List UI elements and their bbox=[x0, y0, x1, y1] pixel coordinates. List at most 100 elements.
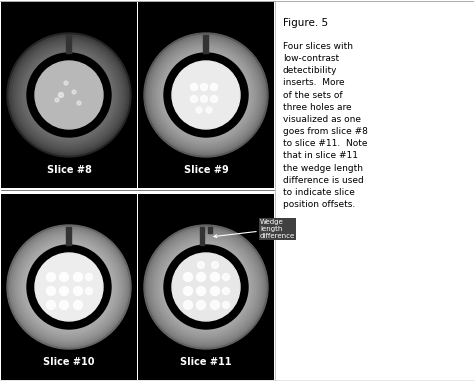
Circle shape bbox=[15, 41, 123, 149]
Circle shape bbox=[53, 271, 85, 304]
Circle shape bbox=[56, 83, 82, 107]
Circle shape bbox=[34, 60, 104, 130]
Circle shape bbox=[44, 70, 94, 120]
Circle shape bbox=[222, 301, 229, 309]
Circle shape bbox=[155, 43, 258, 147]
Circle shape bbox=[158, 48, 254, 142]
Circle shape bbox=[26, 51, 112, 138]
Circle shape bbox=[59, 85, 79, 105]
Circle shape bbox=[27, 53, 111, 137]
Circle shape bbox=[13, 231, 125, 343]
Circle shape bbox=[196, 277, 216, 297]
Circle shape bbox=[193, 275, 219, 299]
Circle shape bbox=[65, 91, 73, 99]
Circle shape bbox=[48, 74, 90, 116]
Circle shape bbox=[152, 233, 260, 341]
Circle shape bbox=[9, 35, 129, 155]
Circle shape bbox=[55, 272, 83, 301]
Circle shape bbox=[38, 256, 100, 318]
Circle shape bbox=[185, 266, 227, 308]
Circle shape bbox=[19, 237, 118, 336]
Circle shape bbox=[161, 50, 252, 141]
Circle shape bbox=[187, 268, 225, 306]
Circle shape bbox=[196, 107, 202, 113]
Bar bbox=[1, 2, 137, 188]
Text: Slice #9: Slice #9 bbox=[183, 165, 228, 175]
Circle shape bbox=[146, 35, 266, 155]
Circle shape bbox=[18, 235, 121, 339]
Circle shape bbox=[27, 246, 110, 328]
Circle shape bbox=[197, 287, 206, 296]
Circle shape bbox=[185, 74, 227, 116]
Circle shape bbox=[172, 253, 240, 321]
Circle shape bbox=[46, 287, 55, 296]
Bar bbox=[1, 194, 137, 380]
Circle shape bbox=[77, 101, 81, 105]
Circle shape bbox=[67, 93, 71, 97]
Text: Slice #11: Slice #11 bbox=[180, 357, 232, 367]
Circle shape bbox=[11, 37, 127, 153]
Circle shape bbox=[67, 285, 71, 289]
Circle shape bbox=[163, 243, 249, 330]
Circle shape bbox=[19, 45, 118, 145]
Circle shape bbox=[175, 64, 237, 126]
Circle shape bbox=[146, 227, 266, 347]
Circle shape bbox=[7, 33, 131, 157]
Circle shape bbox=[204, 285, 208, 289]
Circle shape bbox=[173, 254, 239, 320]
Circle shape bbox=[61, 279, 77, 295]
Circle shape bbox=[158, 240, 254, 335]
Circle shape bbox=[63, 281, 75, 293]
Bar bbox=[138, 2, 274, 188]
Circle shape bbox=[73, 287, 82, 296]
Circle shape bbox=[50, 268, 88, 306]
Circle shape bbox=[34, 252, 104, 322]
Circle shape bbox=[55, 80, 83, 109]
Circle shape bbox=[21, 240, 117, 335]
Circle shape bbox=[181, 70, 231, 120]
Circle shape bbox=[27, 245, 111, 329]
Circle shape bbox=[173, 62, 239, 128]
Circle shape bbox=[152, 41, 260, 149]
Circle shape bbox=[38, 64, 100, 126]
Circle shape bbox=[210, 301, 219, 309]
Circle shape bbox=[179, 68, 233, 122]
Circle shape bbox=[85, 274, 92, 280]
Circle shape bbox=[46, 72, 92, 118]
Circle shape bbox=[167, 248, 245, 326]
Circle shape bbox=[200, 281, 212, 293]
Circle shape bbox=[156, 237, 255, 336]
Circle shape bbox=[190, 78, 222, 112]
Text: Four slices with
low-contrast
detectibility
inserts.  More
of the sets of
three : Four slices with low-contrast detectibil… bbox=[283, 42, 368, 209]
Circle shape bbox=[204, 93, 208, 97]
Circle shape bbox=[202, 283, 210, 291]
Circle shape bbox=[148, 229, 264, 345]
Circle shape bbox=[21, 48, 117, 142]
Circle shape bbox=[35, 61, 103, 129]
Circle shape bbox=[144, 33, 268, 157]
Circle shape bbox=[191, 96, 198, 102]
Circle shape bbox=[172, 61, 240, 129]
Circle shape bbox=[73, 301, 82, 309]
Circle shape bbox=[32, 58, 106, 132]
Circle shape bbox=[198, 261, 204, 269]
Circle shape bbox=[191, 272, 220, 301]
Circle shape bbox=[183, 72, 229, 118]
Circle shape bbox=[40, 258, 98, 316]
Circle shape bbox=[156, 45, 255, 145]
Circle shape bbox=[164, 246, 247, 328]
Circle shape bbox=[197, 301, 206, 309]
Circle shape bbox=[210, 272, 219, 282]
Circle shape bbox=[55, 98, 59, 102]
Circle shape bbox=[206, 107, 212, 113]
Circle shape bbox=[46, 272, 55, 282]
Circle shape bbox=[58, 93, 64, 98]
Circle shape bbox=[18, 43, 121, 147]
Circle shape bbox=[15, 233, 123, 341]
Circle shape bbox=[36, 62, 102, 128]
Text: Figure. 5: Figure. 5 bbox=[283, 18, 328, 28]
Circle shape bbox=[190, 271, 222, 304]
Circle shape bbox=[13, 39, 125, 151]
Circle shape bbox=[163, 51, 249, 138]
Circle shape bbox=[40, 66, 98, 124]
